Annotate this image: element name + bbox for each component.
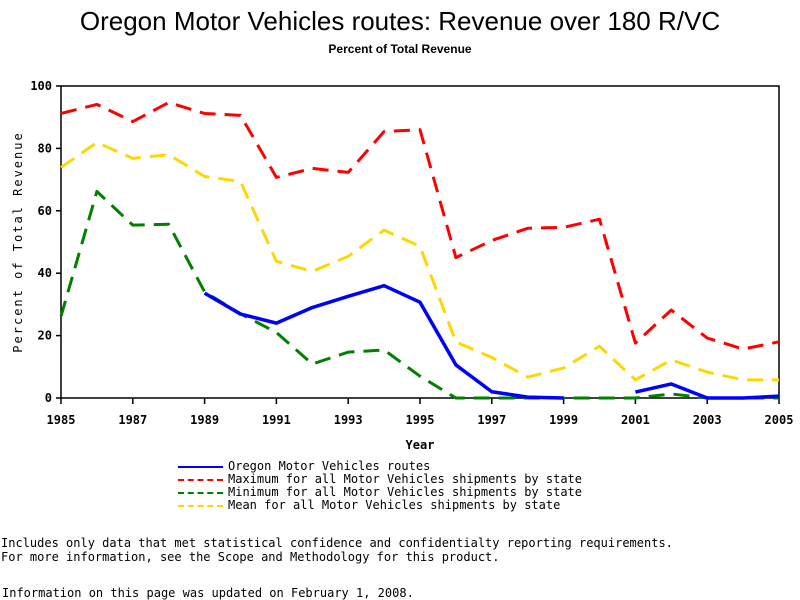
footnotes: Includes only data that met statistical … [1,536,673,564]
legend-item: Mean for all Motor Vehicles shipments by… [178,499,582,512]
x-tick-label: 1985 [47,413,76,427]
x-tick-label: 1999 [549,413,578,427]
y-tick-label: 40 [38,266,52,280]
series-layer [59,101,780,400]
x-axis-title: Year [406,438,435,452]
axes: 0 20 40 60 80 100 1985 1987 1989 1991 1993 1995 1997… [30,79,793,427]
updated-note: Information on this page was updated on … [2,586,414,600]
x-tick-label: 1991 [262,413,291,427]
x-tick-label: 2005 [765,413,794,427]
y-tick-label: 80 [38,141,52,155]
series-line-minimum-for-all-motor-vehicles-shipments-by-state [59,189,779,400]
x-tick-label: 1987 [118,413,147,427]
x-tick-label: 2003 [693,413,722,427]
legend-swatch-maximum [178,478,223,481]
legend-item: Minimum for all Motor Vehicles shipments… [178,486,582,499]
y-tick-label: 20 [38,329,52,343]
legend-swatch-minimum [178,491,223,494]
footnote-confidence: Includes only data that met statistical … [1,536,673,550]
x-tick-label: 1993 [334,413,363,427]
legend-label: Mean for all Motor Vehicles shipments by… [228,498,561,512]
y-tick-label: 100 [30,79,52,93]
series-line-oregon-motor-vehicles-routes [203,283,564,400]
legend-swatch-mean [178,504,223,507]
legend-label: Maximum for all Motor Vehicles shipments… [228,472,583,486]
y-tick-label: 0 [45,391,52,405]
y-tick-label: 60 [38,204,52,218]
x-tick-label: 2001 [621,413,650,427]
chart-subtitle: Percent of Total Revenue [328,42,472,56]
legend-label: Oregon Motor Vehicles routes [228,459,431,473]
x-tick-label: 1989 [190,413,219,427]
series-line-mean-for-all-motor-vehicles-shipments-by-state [60,140,779,382]
series-line-maximum-for-all-motor-vehicles-shipments-by-state [60,101,780,351]
footnote-methodology: For more information, see the Scope and … [1,550,500,564]
legend-item: Oregon Motor Vehicles routes [178,460,582,473]
y-axis-title: Percent of Total Revenue [11,131,25,352]
legend: Oregon Motor Vehicles routes Maximum for… [178,460,582,512]
legend-label: Minimum for all Motor Vehicles shipments… [228,485,583,499]
legend-item: Maximum for all Motor Vehicles shipments… [178,473,582,486]
x-tick-label: 1995 [406,413,435,427]
x-tick-label: 1997 [477,413,506,427]
chart-title: Oregon Motor Vehicles routes: Revenue ov… [79,6,721,36]
legend-swatch-oregon [178,465,223,468]
